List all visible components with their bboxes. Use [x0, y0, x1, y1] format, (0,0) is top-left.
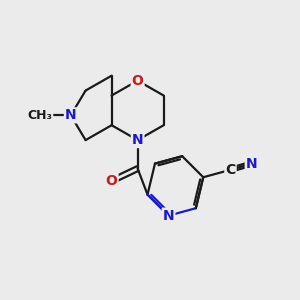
Text: O: O	[106, 174, 118, 188]
Text: CH₃: CH₃	[27, 109, 52, 122]
Text: N: N	[65, 108, 76, 122]
Text: N: N	[132, 133, 143, 147]
Text: N: N	[163, 208, 174, 223]
Text: O: O	[132, 74, 144, 88]
Text: C: C	[225, 163, 236, 177]
Text: N: N	[246, 157, 257, 171]
